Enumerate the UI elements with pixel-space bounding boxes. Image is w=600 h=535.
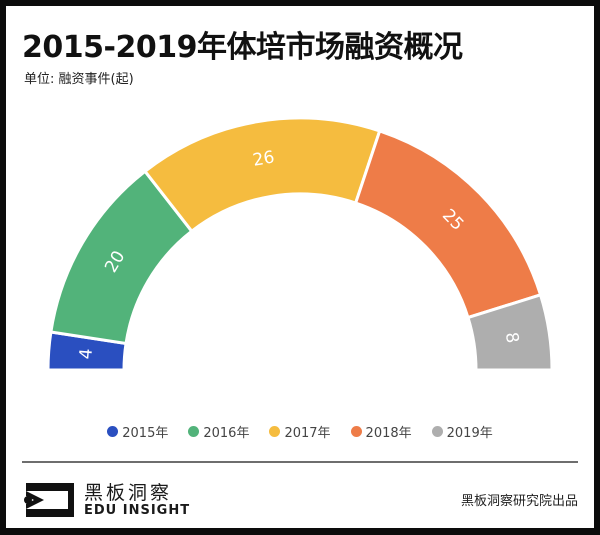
legend-item: 2016年 <box>188 422 249 441</box>
donut-slice-2017年 <box>142 116 382 234</box>
legend-dot-icon <box>269 426 281 437</box>
legend-item: 2018年 <box>350 422 412 441</box>
legend: 2015年 2016年 2017年 2018年 2019年 <box>6 422 594 441</box>
slice-value-label: 26 <box>251 147 276 170</box>
chart-card: 2015-2019年体培市场融资概况 单位: 融资事件(起) 4 20 26 25 8 … <box>6 6 594 528</box>
credit-text: 黑板洞察研究院出品 <box>460 494 578 509</box>
legend-dot-icon <box>431 426 443 437</box>
donut-slice-2019年 <box>466 292 554 372</box>
unit-label: 单位: 融资事件(起) <box>24 72 134 87</box>
legend-dot-icon <box>107 426 119 437</box>
footer-divider <box>22 461 578 463</box>
legend-item: 2015年 <box>107 422 168 441</box>
legend-label: 2015年 <box>122 426 169 441</box>
legend-item: 2019年 <box>431 422 493 441</box>
slice-value-label: 4 <box>76 348 97 360</box>
brand-logo: 黑板洞察 EDU INSIGHT <box>24 480 190 520</box>
chart-title: 2015-2019年体培市场融资概况 <box>22 30 463 65</box>
legend-label: 2019年 <box>446 426 493 441</box>
legend-dot-icon <box>188 426 200 437</box>
legend-label: 2016年 <box>203 426 250 441</box>
legend-dot-icon <box>350 426 362 437</box>
slice-value-label: 8 <box>501 331 522 345</box>
legend-label: 2017年 <box>284 426 331 441</box>
legend-label: 2018年 <box>365 426 412 441</box>
logo-chinese-name: 黑板洞察 <box>84 481 173 504</box>
legend-item: 2017年 <box>269 422 331 441</box>
logo-english-name: EDU INSIGHT <box>84 502 191 518</box>
eye-logo-icon <box>24 483 74 517</box>
